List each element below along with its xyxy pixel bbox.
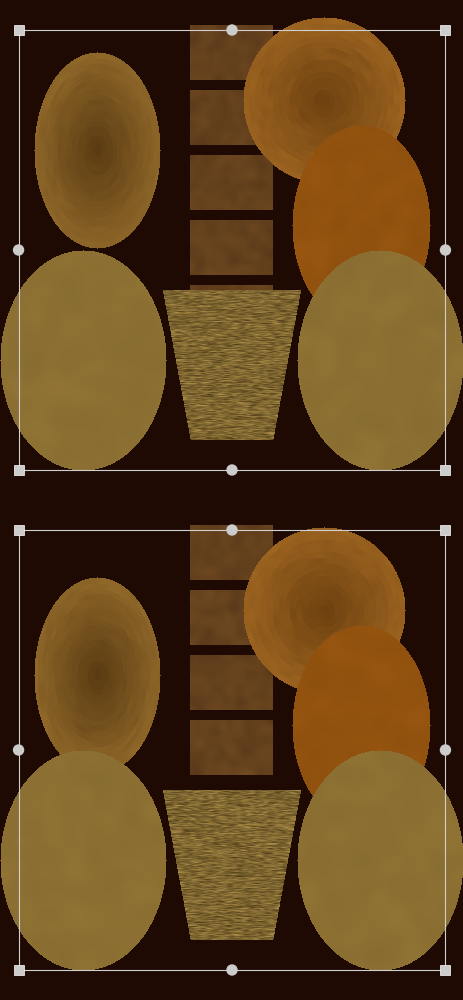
Bar [439, 25, 450, 35]
Circle shape [226, 965, 237, 975]
Bar [13, 965, 24, 975]
Circle shape [226, 465, 237, 475]
Circle shape [13, 245, 24, 255]
Bar [439, 465, 450, 475]
Circle shape [13, 745, 24, 755]
Circle shape [439, 745, 450, 755]
Bar [19, 30, 444, 470]
Bar [439, 525, 450, 535]
Circle shape [226, 25, 237, 35]
Bar [13, 25, 24, 35]
Bar [439, 965, 450, 975]
Circle shape [226, 525, 237, 535]
Bar [19, 530, 444, 970]
Bar [13, 465, 24, 475]
Circle shape [439, 245, 450, 255]
Bar [13, 525, 24, 535]
